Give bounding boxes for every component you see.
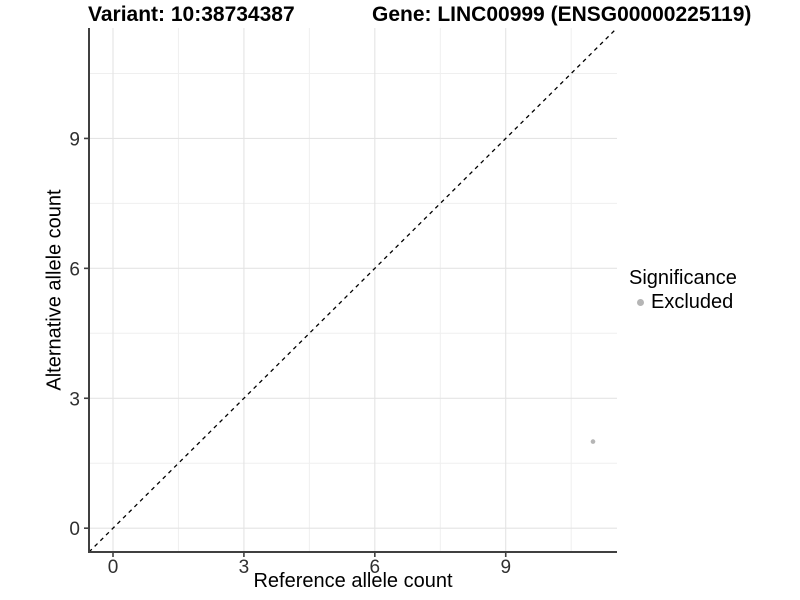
y-tick-label: 9: [69, 129, 80, 150]
y-axis-label: Alternative allele count: [43, 189, 66, 391]
legend-item-excluded: Excluded: [629, 291, 737, 314]
x-axis-label: Reference allele count: [253, 570, 453, 592]
legend-key: [633, 296, 647, 310]
x-tick-label: 3: [239, 557, 250, 578]
plot-title-gene: Gene: LINC00999 (ENSG00000225119): [372, 3, 752, 26]
x-tick-label: 0: [108, 557, 119, 578]
identity-reference-line: [88, 27, 618, 553]
legend-item-label: Excluded: [651, 291, 734, 313]
y-tick-label: 3: [69, 389, 80, 410]
y-tick-label: 0: [69, 519, 80, 540]
y-tick-label: 6: [69, 259, 80, 280]
data-point: [590, 439, 596, 444]
legend-title: Significance: [629, 267, 737, 289]
excluded-point-icon: [636, 299, 644, 306]
legend: Significance Excluded: [629, 267, 737, 314]
x-tick-label: 6: [370, 557, 381, 578]
plot-title-variant: Variant: 10:38734387: [88, 3, 295, 26]
x-tick-label: 9: [500, 557, 511, 578]
